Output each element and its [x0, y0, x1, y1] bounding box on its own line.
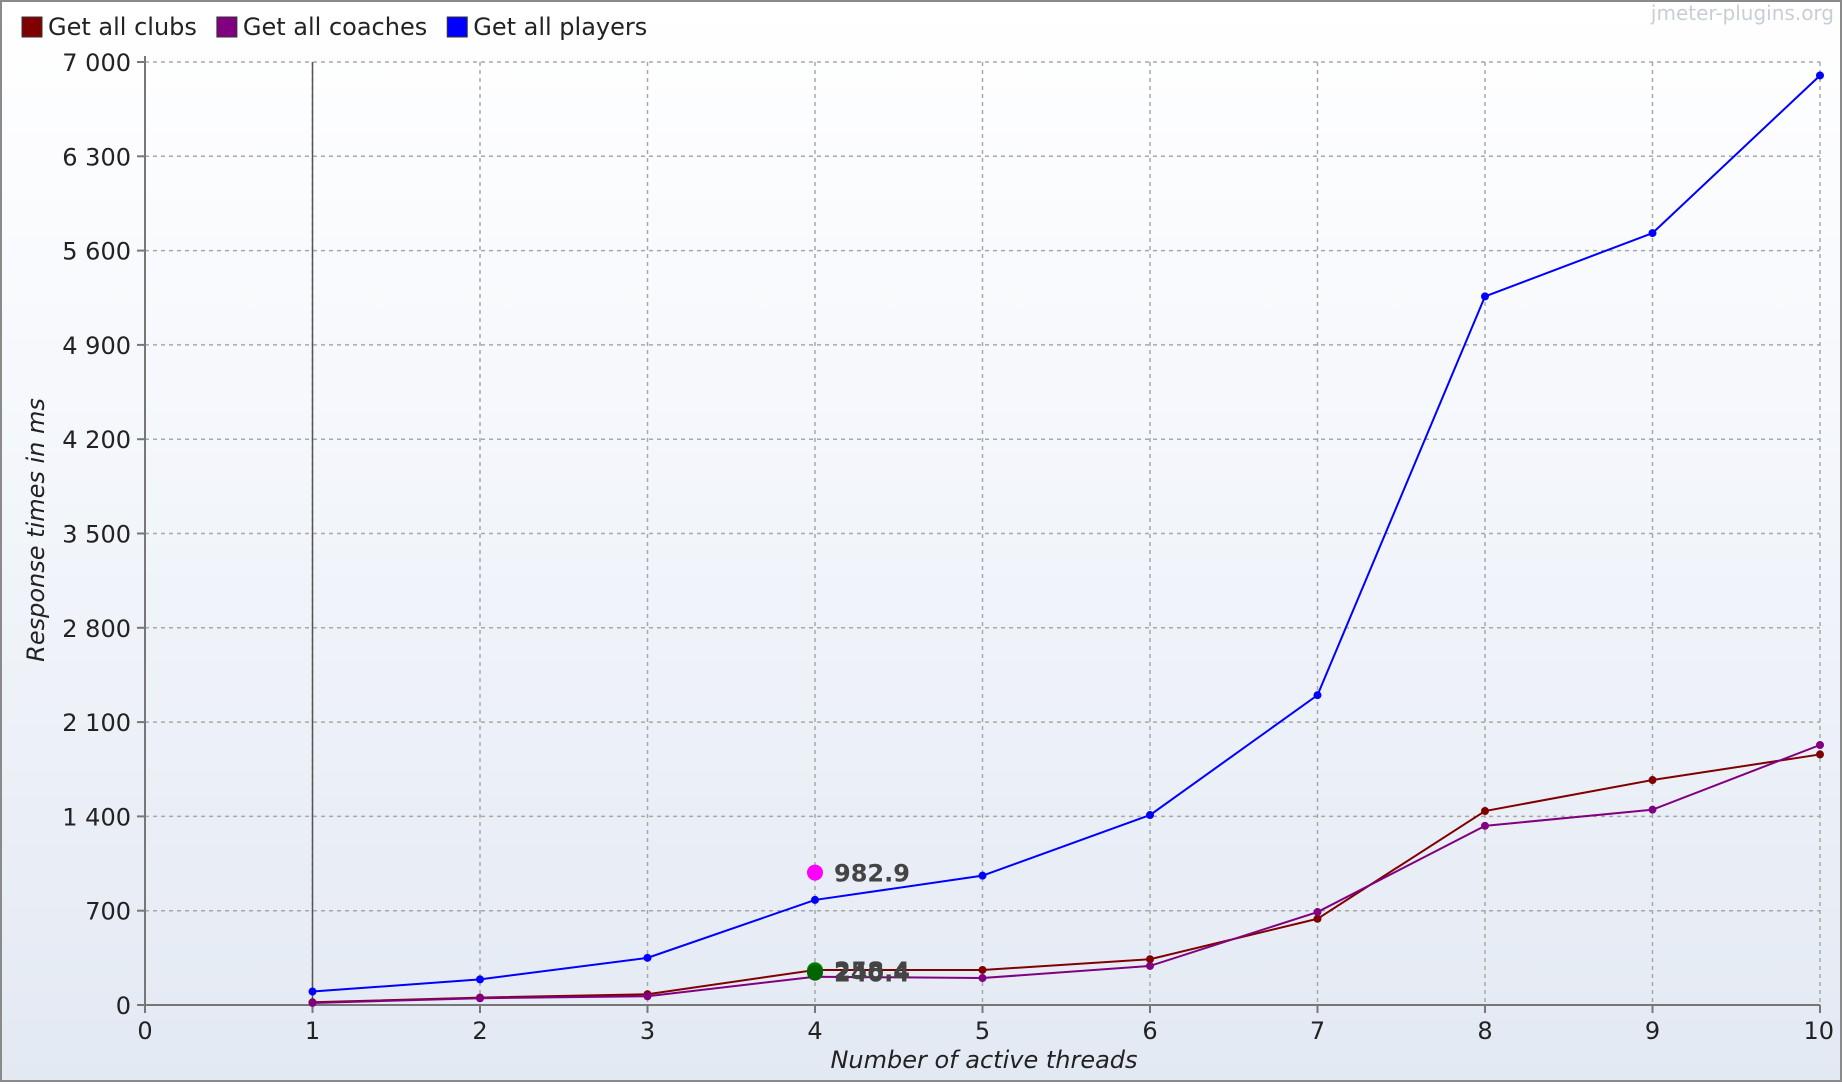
data-point: [978, 974, 987, 983]
series-get-all-players: [308, 71, 1824, 996]
x-tick-label: 3: [640, 1017, 655, 1045]
legend-item: Get all clubs: [21, 13, 197, 41]
legend-swatch: [446, 16, 468, 38]
data-point: [1816, 741, 1824, 750]
grid-lines: [145, 61, 1821, 1005]
series-line: [312, 744, 1821, 1004]
y-tick-label: 700: [85, 898, 131, 926]
x-tick-label: 0: [137, 1017, 152, 1045]
data-point: [308, 987, 317, 996]
x-tick-label: 8: [1477, 1017, 1492, 1045]
data-point: [1481, 807, 1489, 816]
data-point: [978, 965, 987, 974]
hover-point: 240.4: [807, 960, 910, 988]
x-tick-label: 2: [472, 1017, 487, 1045]
y-tick-label: 4 900: [62, 332, 131, 360]
x-tick-label: 7: [1310, 1017, 1325, 1045]
series-get-all-clubs: [308, 750, 1824, 1007]
legend: Get all clubs Get all coaches Get all play…: [21, 13, 647, 41]
hover-marker: [807, 964, 823, 981]
x-tick-label: 1: [305, 1017, 320, 1045]
hover-value-label: 240.4: [834, 960, 910, 988]
series-line: [312, 74, 1821, 993]
y-tick-label: 4 200: [62, 426, 131, 454]
y-tick-label: 2 800: [62, 615, 131, 643]
y-tick-label: 2 100: [62, 709, 131, 737]
y-tick-label: 1 400: [62, 803, 131, 831]
data-point: [1816, 71, 1824, 80]
legend-swatch: [21, 16, 43, 38]
data-point: [1146, 811, 1154, 820]
y-tick-label: 5 600: [62, 238, 131, 266]
data-point: [476, 975, 484, 984]
hover-marker: [807, 864, 823, 881]
data-point: [1481, 821, 1489, 830]
data-point: [1648, 805, 1657, 814]
data-point: [1648, 229, 1657, 238]
legend-item: Get all coaches: [216, 13, 427, 41]
x-tick-label: 4: [807, 1017, 822, 1045]
data-point: [978, 871, 987, 880]
series-line: [312, 753, 1821, 1004]
data-point: [476, 994, 484, 1003]
x-tick-label: 5: [975, 1017, 990, 1045]
data-point: [1313, 914, 1322, 923]
y-axis-ticks: 0 700 1 400 2 100 2 800 3 500 4 200 4 900 5 600 6…: [62, 49, 145, 1020]
watermark: jmeter-plugins.org: [1650, 2, 1834, 25]
y-tick-label: 7 000: [62, 49, 131, 77]
hover-point: 982.9: [807, 860, 910, 888]
y-axis-title: Response times in ms: [22, 398, 50, 662]
legend-label: Get all players: [473, 13, 647, 41]
legend-swatch: [216, 16, 238, 38]
x-axis-title: Number of active threads: [830, 1046, 1137, 1074]
x-tick-label: 9: [1645, 1017, 1660, 1045]
hover-value-label: 982.9: [834, 860, 910, 888]
legend-label: Get all coaches: [243, 13, 427, 41]
data-point: [1648, 776, 1657, 785]
data-point: [1146, 961, 1154, 970]
data-point: [1313, 691, 1322, 700]
x-axis-ticks: 0 1 2 3 4 5 6 7 8 9 10: [137, 1005, 1834, 1045]
data-point: [1146, 955, 1154, 964]
data-point: [1313, 908, 1322, 917]
data-point: [308, 998, 317, 1007]
legend-label: Get all clubs: [48, 13, 197, 41]
x-tick-label: 10: [1803, 1017, 1834, 1045]
data-point: [1481, 292, 1489, 301]
legend-item: Get all players: [446, 13, 647, 41]
data-point: [1816, 750, 1824, 759]
x-tick-label: 6: [1142, 1017, 1157, 1045]
data-point: [811, 895, 819, 904]
y-tick-label: 0: [116, 992, 131, 1020]
data-point: [643, 953, 652, 962]
y-tick-label: 6 300: [62, 143, 131, 171]
y-tick-label: 3 500: [62, 521, 131, 549]
data-point: [643, 992, 652, 1001]
series-get-all-coaches: [308, 741, 1824, 1007]
hover-value-label: 258.4: [834, 957, 910, 985]
series-layer: [308, 71, 1824, 1007]
